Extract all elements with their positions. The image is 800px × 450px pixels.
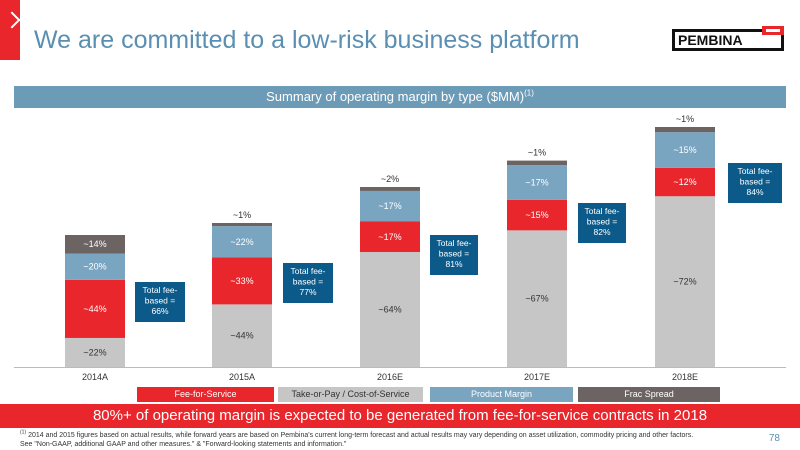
- segment-label: ~17%: [525, 177, 548, 187]
- bar-segment: [507, 165, 567, 200]
- fee-based-callout: [283, 263, 333, 303]
- segment-label: ~22%: [83, 347, 106, 357]
- segment-label: ~64%: [378, 305, 401, 315]
- segment-label: ~2%: [381, 174, 399, 184]
- footnote-text-1: 2014 and 2015 figures based on actual re…: [26, 432, 694, 439]
- chevron-right-icon: [3, 11, 21, 29]
- x-tick-label: 2014A: [82, 372, 108, 382]
- callout-text: Total fee-: [143, 285, 178, 295]
- bar-segment: [507, 199, 567, 231]
- segment-label: ~15%: [525, 210, 548, 220]
- chart-subtitle-banner: Summary of operating margin by type ($MM…: [14, 86, 786, 108]
- callout-text: 77%: [299, 287, 316, 297]
- callout-text: Total fee-: [585, 206, 620, 216]
- footnote-line-2: See "Non-GAAP, additional GAAP and other…: [20, 441, 347, 448]
- page-number: 78: [768, 433, 780, 444]
- bar-segment: [65, 235, 125, 254]
- segment-label: ~12%: [673, 177, 696, 187]
- banner-text: Summary of operating margin by type ($MM…: [266, 89, 525, 104]
- segment-label: ~22%: [230, 237, 253, 247]
- segment-label: ~1%: [528, 148, 546, 158]
- callout-text: based =: [145, 296, 176, 306]
- callout-text: 84%: [746, 187, 763, 197]
- footnote: (1) 2014 and 2015 figures based on actua…: [20, 429, 740, 449]
- red-tab-decoration: [0, 0, 21, 60]
- bar-segment: [655, 132, 715, 168]
- footnote-line-1: (1) 2014 and 2015 figures based on actua…: [20, 429, 740, 440]
- segment-label: ~14%: [83, 239, 106, 249]
- legend-item: Product Margin: [430, 387, 573, 402]
- bar-segment: [212, 226, 272, 258]
- bar-segment: [65, 253, 125, 280]
- bar-segment: [655, 167, 715, 197]
- bar-segment: [360, 190, 420, 222]
- segment-label: ~72%: [673, 277, 696, 287]
- fee-based-callout: [430, 235, 478, 275]
- segment-label: ~33%: [230, 276, 253, 286]
- pembina-logo: PEMBINA: [672, 26, 784, 51]
- bar-segment: [360, 187, 420, 191]
- segment-label: ~1%: [233, 210, 251, 220]
- legend-item: Take-or-Pay / Cost-of-Service: [278, 387, 423, 402]
- segment-label: ~15%: [673, 145, 696, 155]
- bar-segment: [655, 127, 715, 133]
- fee-based-callout: [728, 163, 782, 203]
- segment-label: ~17%: [378, 232, 401, 242]
- callout-text: 81%: [445, 259, 462, 269]
- callout-text: 82%: [593, 227, 610, 237]
- bar-segment: [212, 257, 272, 305]
- callout-text: Total fee-: [291, 266, 326, 276]
- x-tick-label: 2018E: [672, 372, 698, 382]
- bar-segment: [65, 279, 125, 338]
- segment-label: ~20%: [83, 262, 106, 272]
- bar-segment: [212, 223, 272, 227]
- fee-based-callout: [135, 282, 185, 322]
- bar-segment: [655, 196, 715, 367]
- callout-text: based =: [293, 277, 324, 287]
- bar-segment: [360, 252, 420, 367]
- segment-label: ~44%: [83, 304, 106, 314]
- x-tick-label: 2015A: [229, 372, 255, 382]
- page-title: We are committed to a low-risk business …: [34, 26, 580, 54]
- key-message-banner: 80%+ of operating margin is expected to …: [0, 404, 800, 428]
- bar-segment: [360, 221, 420, 253]
- bar-segment: [212, 304, 272, 367]
- segment-label: ~1%: [676, 114, 694, 124]
- x-tick-label: 2016E: [377, 372, 403, 382]
- bar-segment: [507, 160, 567, 166]
- callout-text: based =: [587, 217, 618, 227]
- callout-text: based =: [439, 249, 470, 259]
- banner-footnote-ref: (1): [524, 88, 534, 98]
- bar-segment: [507, 230, 567, 367]
- callout-text: Total fee-: [738, 166, 773, 176]
- logo-wordmark: PEMBINA: [678, 32, 743, 48]
- callout-text: 66%: [151, 306, 168, 316]
- legend-item: Fee-for-Service: [137, 387, 274, 402]
- segment-label: ~17%: [378, 201, 401, 211]
- legend-item: Frac Spread: [578, 387, 720, 402]
- x-tick-label: 2017E: [524, 372, 550, 382]
- footnote-marker: (1): [20, 429, 27, 436]
- callout-text: based =: [740, 177, 771, 187]
- fee-based-callout: [578, 203, 626, 243]
- segment-label: ~67%: [525, 294, 548, 304]
- bar-segment: [65, 337, 125, 367]
- callout-text: Total fee-: [437, 238, 472, 248]
- segment-label: ~44%: [230, 331, 253, 341]
